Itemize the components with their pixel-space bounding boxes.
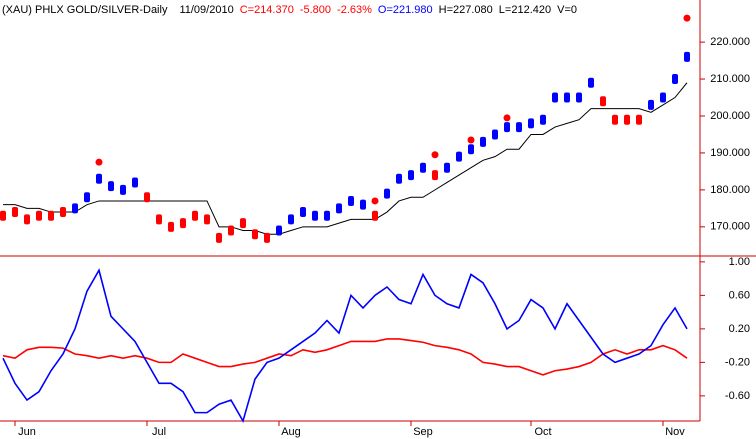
price-bar: [324, 210, 330, 221]
price-bar: [252, 229, 258, 240]
price-bar: [648, 99, 654, 110]
price-bar: [312, 210, 318, 221]
indicator-line: [2, 268, 688, 424]
y-tick-label: -0.20: [725, 356, 750, 368]
y-tick-label: 170.000: [710, 221, 750, 233]
x-tick-label: Oct: [534, 426, 551, 438]
price-bar: [48, 210, 54, 221]
price-bar: [672, 74, 678, 85]
y-tick-label: 210.000: [710, 73, 750, 85]
title-part: O=221.980: [378, 4, 433, 16]
price-bar: [204, 214, 210, 225]
price-bar: [192, 210, 198, 221]
price-bar: [408, 170, 414, 181]
title-part: -5.800: [300, 4, 331, 16]
price-bar: [144, 192, 150, 203]
price-bar: [456, 151, 462, 162]
y-tick-label: 200.000: [710, 110, 750, 122]
chart-title: (XAU) PHLX GOLD/SILVER-Daily 11/09/2010 C=…: [2, 4, 577, 16]
price-bar: [684, 51, 690, 62]
price-bar: [96, 173, 102, 184]
y-tick-label: 190.000: [710, 147, 750, 159]
price-bar: [432, 170, 438, 181]
price-bar: [120, 184, 126, 195]
price-bar: [588, 77, 594, 88]
price-bar: [444, 162, 450, 173]
price-bar: [552, 92, 558, 103]
price-bar: [12, 207, 18, 218]
signal-dot: [95, 158, 103, 166]
price-bar: [168, 221, 174, 232]
price-bar: [336, 203, 342, 214]
price-bar: [264, 232, 270, 243]
price-bar: [612, 114, 618, 125]
price-bar: [108, 181, 114, 192]
y-tick-label: 0.20: [729, 323, 750, 335]
y-tick-label: 220.000: [710, 36, 750, 48]
price-bar: [276, 225, 282, 236]
x-tick-label: Sep: [413, 426, 433, 438]
price-bar: [516, 122, 522, 133]
price-bar: [396, 173, 402, 184]
price-bar: [348, 195, 354, 206]
price-bar: [360, 199, 366, 210]
y-tick-label: 0.60: [729, 289, 750, 301]
price-bar: [156, 214, 162, 225]
x-tick-label: Jul: [152, 426, 166, 438]
price-bar: [636, 114, 642, 125]
price-bar: [576, 92, 582, 103]
title-part: C=214.370: [240, 4, 294, 16]
price-bar: [132, 177, 138, 188]
title-part: L=212.420: [499, 4, 551, 16]
title-part: -2.63%: [337, 4, 372, 16]
price-bar: [492, 129, 498, 140]
stop-line: [3, 82, 688, 235]
price-bar: [36, 210, 42, 221]
price-bar: [480, 136, 486, 147]
price-bar: [660, 92, 666, 103]
title-part: 11/09/2010: [179, 4, 233, 16]
y-tick-label: -0.60: [725, 390, 750, 402]
price-bar: [504, 122, 510, 133]
price-bar: [420, 162, 426, 173]
price-bar: [84, 192, 90, 203]
title-part: V=0: [557, 4, 577, 16]
price-bar: [288, 214, 294, 225]
title-part: H=227.080: [439, 4, 493, 16]
x-tick-label: Aug: [281, 426, 301, 438]
price-bar: [60, 207, 66, 218]
price-bar: [600, 96, 606, 107]
y-tick-label: 1.00: [729, 256, 750, 268]
title-part: (XAU) PHLX GOLD/SILVER-Daily: [2, 4, 168, 16]
price-bar: [240, 218, 246, 229]
indicator-line: [2, 338, 688, 376]
price-bar: [24, 214, 30, 225]
price-bar: [468, 144, 474, 155]
price-bar: [624, 114, 630, 125]
price-bar: [372, 210, 378, 221]
signal-dot: [683, 14, 691, 22]
price-bar: [180, 218, 186, 229]
price-bar: [0, 210, 6, 221]
price-bar: [216, 232, 222, 243]
y-tick-label: 180.000: [710, 184, 750, 196]
price-bar: [300, 207, 306, 218]
price-bar: [228, 225, 234, 236]
price-bar: [564, 92, 570, 103]
signal-dot: [431, 151, 439, 159]
price-bar: [528, 118, 534, 129]
x-tick-label: Jun: [18, 426, 36, 438]
signal-dot: [503, 114, 511, 122]
price-bar: [384, 188, 390, 199]
price-bar: [72, 203, 78, 214]
x-tick-label: Nov: [665, 426, 685, 438]
price-bar: [540, 114, 546, 125]
signal-dot: [467, 136, 475, 144]
signal-dot: [371, 197, 379, 205]
